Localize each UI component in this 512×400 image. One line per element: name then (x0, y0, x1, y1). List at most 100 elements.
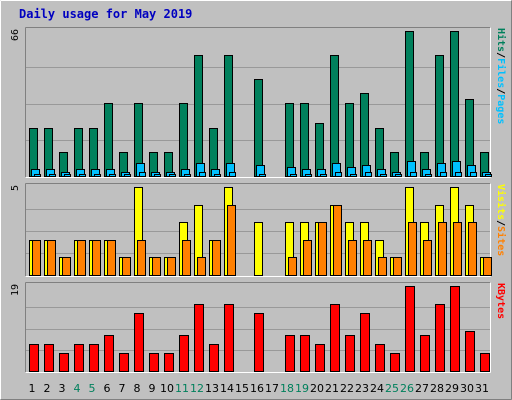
kbytes-bar (74, 344, 84, 372)
kbytes-bar (119, 353, 129, 372)
x-tick-label: 5 (89, 382, 96, 395)
series-sites (32, 205, 492, 276)
kbytes-bar (390, 353, 400, 372)
legend-pages-label: Pages (495, 94, 506, 124)
x-tick-label: 19 (295, 382, 309, 395)
hits-bar (315, 123, 324, 177)
pages-bar (380, 174, 387, 177)
pages-bar (320, 174, 327, 177)
kbytes-bar (134, 313, 144, 372)
kbytes-bar (224, 304, 234, 372)
kbytes-bar (480, 353, 490, 372)
pages-bar (410, 172, 417, 177)
sites-bar (333, 205, 342, 276)
pages-bar (109, 174, 116, 177)
sites-bar (483, 257, 492, 276)
pages-bar (470, 172, 477, 177)
x-tick-label: 17 (265, 382, 279, 395)
hits-bar (300, 103, 309, 177)
sites-bar (393, 257, 402, 276)
kbytes-bar (375, 344, 385, 372)
kbytes-bar (194, 304, 204, 372)
x-tick-label: 18 (280, 382, 294, 395)
y-axis-max-label: 66 (10, 29, 21, 41)
sites-bar (288, 257, 297, 276)
x-tick-label: 2 (44, 382, 51, 395)
pages-bar (94, 174, 101, 177)
hits-bar (450, 31, 459, 177)
kbytes-bar (254, 313, 264, 372)
hits-bar (104, 103, 113, 177)
kbytes-bar (315, 344, 325, 372)
series-legend: Hits/Files/Pages (495, 28, 507, 124)
pages-bar (79, 174, 86, 177)
series-pages (34, 172, 492, 177)
pages-bar (124, 174, 131, 177)
pages-bar (305, 174, 312, 177)
y-axis-max-label: 19 (10, 284, 21, 296)
sites-bar (363, 240, 372, 276)
pages-bar (49, 174, 56, 177)
kbytes-bar (450, 286, 460, 372)
pages-bar (229, 172, 236, 177)
x-tick-label: 13 (205, 382, 219, 395)
kbytes-bar (345, 335, 355, 372)
y-axis-max-label: 5 (10, 185, 21, 191)
pages-bar (365, 172, 372, 177)
pages-bar (335, 172, 342, 177)
x-tick-label: 21 (325, 382, 339, 395)
kbytes-bar (285, 335, 295, 372)
pages-bar (440, 172, 447, 177)
hits-bar (285, 103, 294, 177)
sites-bar (318, 222, 327, 276)
kbytes-bar (149, 353, 159, 372)
hits-bar (465, 99, 474, 177)
x-tick-label: 29 (445, 382, 459, 395)
legend-hits-label: Hits (495, 28, 507, 52)
legend-files-label: Files (495, 58, 507, 88)
panel-middle: 5 Visits/Sites (10, 183, 507, 277)
pages-bar (199, 172, 206, 177)
visits-bar (254, 222, 263, 276)
sites-bar (348, 240, 357, 276)
x-tick-label: 16 (250, 382, 264, 395)
x-tick-label: 14 (220, 382, 234, 395)
hits-bar (345, 103, 354, 177)
sites-bar (378, 257, 387, 276)
x-axis-day-labels: 1 2 3 4 5 6 7 8 9 10 11 12 13 14 15 16 17 18 19 20 21 22 23 24 2… (29, 382, 490, 395)
kbytes-bar (405, 286, 415, 372)
legend-visits-label: Visits (495, 184, 507, 220)
hits-bar (360, 93, 369, 177)
sites-bar (107, 240, 116, 276)
hits-bar (405, 31, 414, 177)
legend--label: / (495, 88, 506, 94)
x-tick-label: 23 (355, 382, 369, 395)
legend-sites-label: Sites (495, 226, 507, 256)
kbytes-bar (330, 304, 340, 372)
x-tick-label: 6 (104, 382, 111, 395)
sites-bar (303, 240, 312, 276)
sites-bar (182, 240, 191, 276)
sites-bar (47, 240, 56, 276)
hits-bar (194, 55, 203, 177)
kbytes-bar (59, 353, 69, 372)
x-tick-label: 9 (149, 382, 156, 395)
kbytes-bar (465, 331, 475, 372)
x-tick-label: 20 (310, 382, 324, 395)
sites-bar (212, 240, 221, 276)
sites-bar (227, 205, 236, 276)
x-tick-label: 12 (190, 382, 204, 395)
hits-bar (179, 103, 188, 177)
pages-bar (214, 174, 221, 177)
legend--label: / (495, 220, 506, 226)
x-tick-label: 22 (340, 382, 354, 395)
x-tick-label: 8 (134, 382, 141, 395)
kbytes-bar (29, 344, 39, 372)
pages-bar (139, 172, 146, 177)
x-tick-label: 15 (235, 382, 249, 395)
sites-bar (167, 257, 176, 276)
kbytes-bar (420, 335, 430, 372)
